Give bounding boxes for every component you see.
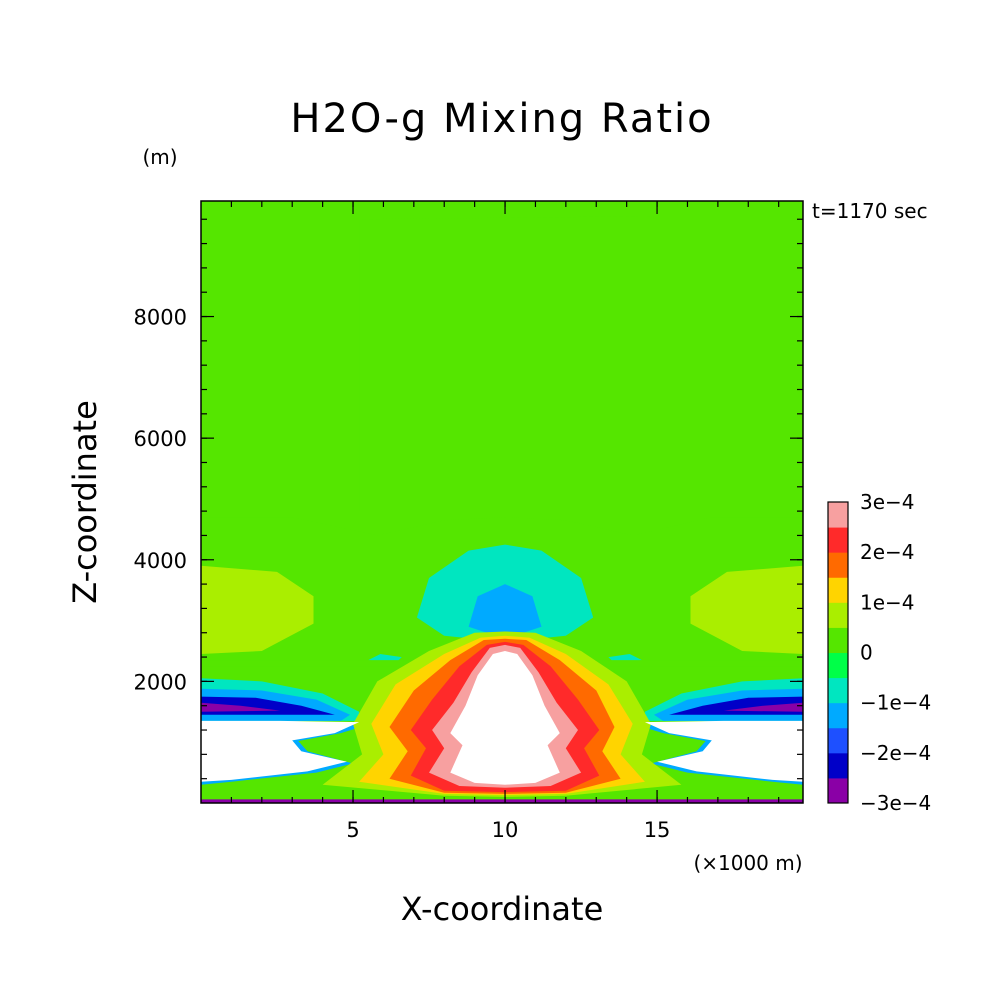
contour-regions [201,201,803,803]
colorbar-frame [827,501,849,804]
colorbar-label: 3e−4 [860,490,915,514]
y-axis-label: Z-coordinate [66,400,104,604]
y-unit-label: (m) [142,145,177,169]
contour-region-left-lobe [201,565,314,654]
x-axis-label: X-coordinate [401,890,604,928]
contour-region-left-white-pocket [201,720,360,782]
colorbar-label: −1e−4 [860,691,931,715]
colorbar-swatch [828,702,848,729]
colorbar-label: −2e−4 [860,741,931,765]
contour-region-bottom-purple [201,799,803,803]
x-tick-label: 15 [644,818,671,842]
colorbar-swatch [828,577,848,603]
colorbar-swatch [828,602,848,628]
x-tick-label: 10 [492,818,519,842]
y-tick-label: 6000 [134,427,187,451]
colorbar-swatch [828,552,848,578]
contour-region-right-layer-purple [723,702,803,712]
contour-region-central-blue [468,584,542,639]
colorbar-label: 0 [860,641,873,665]
colorbar-swatch [828,527,848,553]
contour-region-right-lobe [690,565,803,654]
y-tick-label: 4000 [134,549,187,573]
x-tick-label: 5 [346,818,359,842]
contour-region-right-white-pocket [644,720,803,782]
x-unit-label: (×1000 m) [693,851,802,875]
y-tick-label: 8000 [134,306,187,330]
time-label: t=1170 sec [812,199,928,223]
y-tick-label: 2000 [134,670,187,694]
colorbar-swatch [828,502,848,528]
colorbar-swatch [828,627,848,653]
colorbar-label: −3e−4 [860,791,931,815]
plot-frame [200,200,804,804]
contour-region-central-white [450,651,560,785]
colorbar-swatch [828,652,848,679]
colorbar-swatch [828,752,848,779]
colorbar-label: 1e−4 [860,590,915,614]
colorbar-swatch [828,677,848,704]
colorbar-label: 2e−4 [860,540,915,564]
colorbar-swatch [828,777,848,804]
colorbar: 3e−4 2e−4 1e−4 0 −1e−4 −2e−4 −3e−4 [827,490,931,815]
colorbar-swatch [828,727,848,754]
contour-region-left-layer-purple [201,702,281,712]
axis-ticks: 5 10 15 2000 4000 6000 8000 [134,201,803,842]
chart-title: H2O-g Mixing Ratio [290,96,713,142]
